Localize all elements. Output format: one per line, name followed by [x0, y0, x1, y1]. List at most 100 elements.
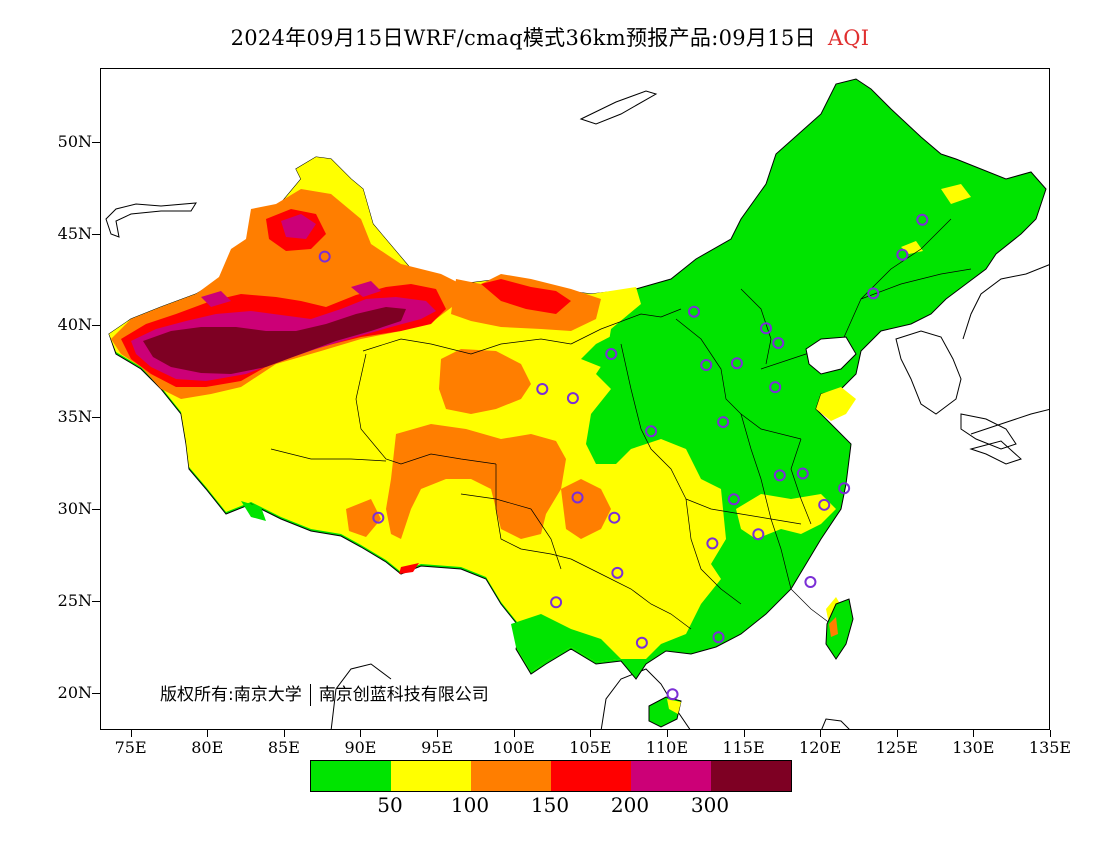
- foreign-coastline: [105, 202, 197, 238]
- station-marker: [796, 467, 809, 480]
- station-marker: [611, 566, 624, 579]
- foreign-coastline: [600, 668, 691, 729]
- station-marker: [712, 631, 725, 644]
- lon-tick-mark: [1050, 730, 1051, 737]
- variable-label: AQI: [827, 26, 870, 50]
- aqi-zone-very-unhealthy: [281, 214, 316, 239]
- lon-tick-label: 135E: [1028, 738, 1072, 757]
- foreign-coastline: [895, 330, 962, 415]
- lat-tick-label: 25N: [57, 591, 92, 611]
- map-title: 2024年09月15日WRF/cmaq模式36km预报产品:09月15日 AQI: [0, 22, 1100, 52]
- station-marker: [372, 511, 385, 524]
- lon-tick-label: 115E: [722, 738, 765, 757]
- aqi-zone-sensitive: [346, 499, 381, 537]
- province-borders: [270, 218, 972, 630]
- lon-tick-label: 85E: [267, 738, 300, 757]
- lat-tick-mark: [92, 325, 100, 327]
- aqi-zone-good: [241, 501, 266, 521]
- lat-tick-mark: [92, 509, 100, 511]
- lon-tick-label: 110E: [645, 738, 689, 757]
- copyright-notice: 版权所有:南京大学 南京创蓝科技有限公司: [160, 680, 489, 706]
- lon-tick-label: 130E: [952, 738, 995, 757]
- aqi-zone-very-unhealthy: [351, 281, 381, 297]
- lat-tick-mark: [92, 141, 100, 143]
- lon-tick-label: 75E: [114, 738, 147, 757]
- aqi-zone-hazardous: [143, 307, 406, 374]
- lon-tick-label: 125E: [875, 738, 918, 757]
- station-marker: [727, 493, 740, 506]
- lon-tick-mark: [130, 730, 132, 737]
- taiwan-island: [825, 598, 854, 660]
- foreign-coastline: [962, 264, 1049, 340]
- color-legend: [310, 760, 792, 792]
- lat-tick-label: 50N: [57, 131, 92, 151]
- legend-label: 150: [530, 793, 570, 817]
- legend-label: 300: [690, 793, 730, 817]
- aqi-zone-moderate: [941, 184, 971, 204]
- aqi-map: [105, 78, 1049, 729]
- station-marker: [772, 336, 785, 349]
- station-marker: [717, 416, 730, 429]
- station-marker: [700, 359, 713, 372]
- legend-swatch: [551, 761, 631, 791]
- legend-label: 100: [450, 793, 490, 817]
- hainan-aqi-zone: [667, 699, 681, 714]
- legend-swatch: [471, 761, 551, 791]
- legend-label: 50: [377, 793, 403, 817]
- lon-tick-mark: [973, 730, 975, 737]
- station-marker: [818, 498, 831, 511]
- lon-tick-mark: [743, 730, 745, 737]
- foreign-coastline: [960, 413, 1017, 450]
- lat-tick-label: 35N: [57, 407, 92, 427]
- lon-tick-mark: [360, 730, 362, 737]
- station-marker: [550, 596, 563, 609]
- lat-tick-label: 40N: [57, 315, 92, 335]
- foreign-coastline: [821, 718, 850, 729]
- lon-tick-label: 105E: [569, 738, 612, 757]
- station-marker: [566, 392, 579, 405]
- lon-tick-mark: [207, 730, 209, 737]
- copyright-separator: [309, 684, 311, 706]
- station-marker: [605, 348, 618, 361]
- legend-label: 200: [610, 793, 650, 817]
- station-marker: [804, 576, 817, 589]
- station-marker: [760, 322, 772, 335]
- lat-tick-mark: [92, 693, 100, 695]
- foreign-coastline: [330, 663, 392, 729]
- lon-tick-mark: [513, 730, 515, 737]
- station-marker: [608, 511, 621, 524]
- station-marker: [687, 305, 700, 318]
- copyright-owner: 版权所有:南京大学: [160, 685, 302, 705]
- station-marker: [838, 482, 851, 495]
- station-marker: [666, 688, 679, 701]
- station-marker: [730, 357, 743, 370]
- lon-tick-mark: [820, 730, 822, 737]
- station-marker: [571, 491, 584, 504]
- lon-tick-label: 100E: [492, 738, 535, 757]
- aqi-zone-sensitive: [439, 349, 531, 414]
- legend-swatch: [311, 761, 391, 791]
- lon-tick-mark: [666, 730, 668, 737]
- aqi-zone-unhealthy: [481, 279, 571, 314]
- legend-swatch: [711, 761, 791, 791]
- station-marker: [536, 382, 549, 395]
- aqi-zone-moderate: [816, 387, 856, 421]
- copyright-partner: 南京创蓝科技有限公司: [318, 685, 489, 705]
- foreign-coastline: [579, 90, 658, 125]
- station-marker: [769, 381, 782, 394]
- lon-tick-mark: [590, 730, 592, 737]
- city-stations: [318, 213, 929, 701]
- aqi-zone-unhealthy: [399, 563, 419, 574]
- lon-tick-mark: [896, 730, 898, 737]
- lon-tick-label: 95E: [421, 738, 454, 757]
- station-marker: [318, 250, 331, 263]
- lon-tick-label: 90E: [344, 738, 377, 757]
- aqi-zone-very-unhealthy: [201, 291, 231, 307]
- aqi-zone-good: [581, 319, 641, 369]
- lat-tick-mark: [92, 417, 100, 419]
- lon-tick-mark: [283, 730, 285, 737]
- foreign-coastline: [969, 408, 1049, 465]
- lat-tick-label: 30N: [57, 499, 92, 519]
- aqi-zone-sensitive: [386, 424, 566, 539]
- station-marker: [867, 287, 880, 300]
